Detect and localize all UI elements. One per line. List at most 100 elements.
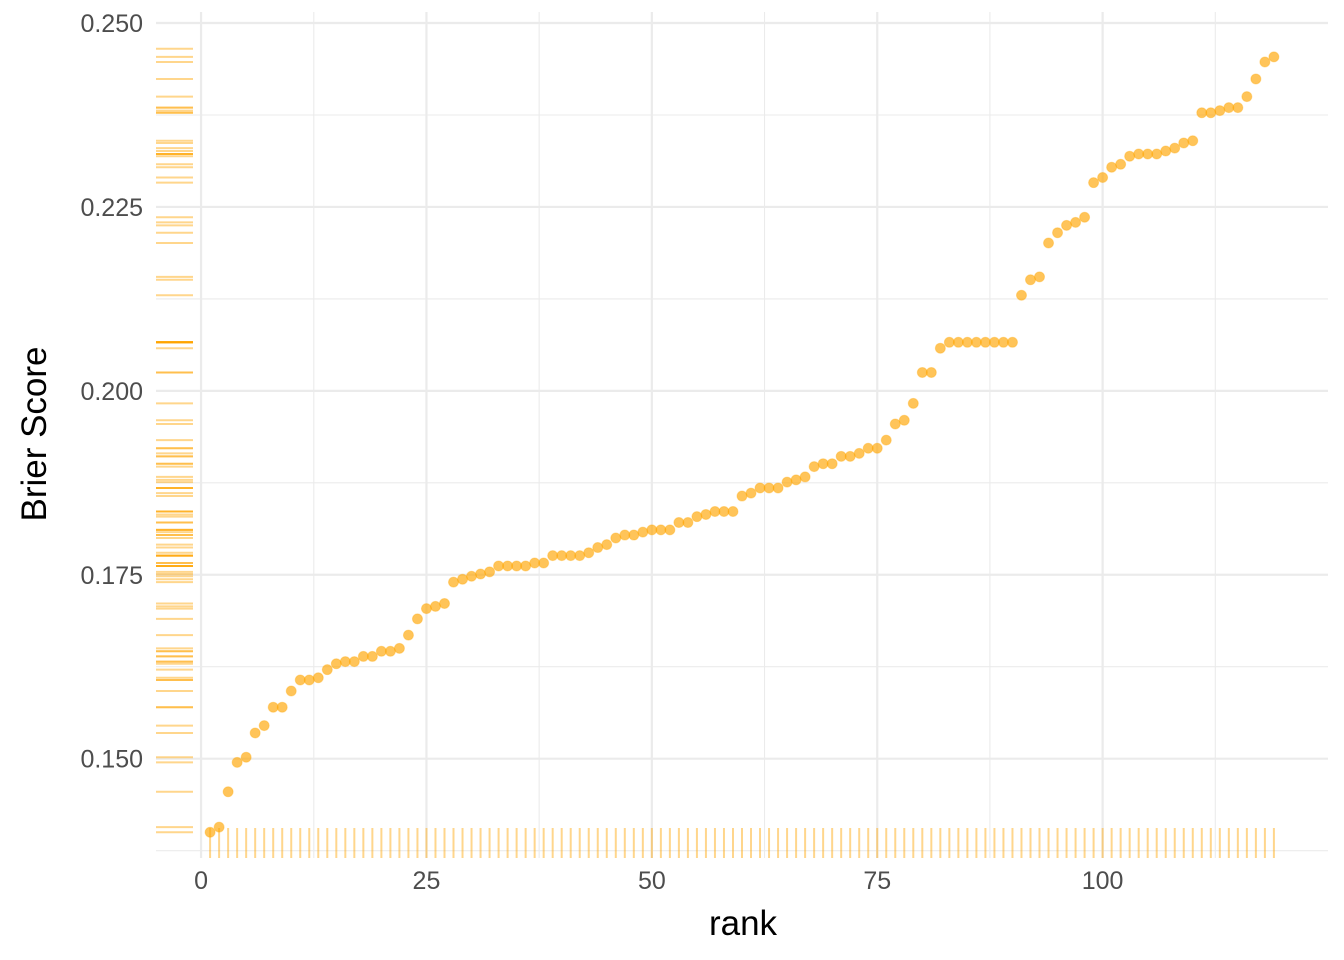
data-point <box>700 508 712 520</box>
data-point <box>1151 148 1163 160</box>
data-point <box>231 756 243 768</box>
data-point <box>835 450 847 462</box>
y-tick-label: 0.150 <box>80 746 143 774</box>
data-point <box>844 450 856 462</box>
data-point <box>1052 227 1064 239</box>
data-point <box>907 397 919 409</box>
data-point <box>1205 107 1217 119</box>
x-tick-label: 75 <box>863 867 891 895</box>
data-point <box>1160 145 1172 157</box>
data-point <box>709 506 721 518</box>
data-point <box>411 613 423 625</box>
data-point <box>583 547 595 559</box>
y-axis-title: Brier Score <box>15 346 54 521</box>
data-point <box>799 471 811 483</box>
data-point <box>1142 148 1154 160</box>
y-tick-label: 0.250 <box>80 10 143 38</box>
data-point <box>898 414 910 426</box>
data-point <box>438 597 450 609</box>
x-rug <box>209 828 1275 858</box>
data-point <box>556 550 568 562</box>
data-point <box>330 658 342 670</box>
data-point <box>1250 73 1262 85</box>
data-point <box>1187 135 1199 147</box>
data-point <box>547 550 559 562</box>
data-point <box>1015 289 1027 301</box>
data-point <box>1034 271 1046 283</box>
data-point <box>285 685 297 697</box>
data-point <box>520 560 532 572</box>
data-point <box>961 336 973 348</box>
data-point <box>366 650 378 662</box>
data-point <box>457 573 469 585</box>
data-point <box>1079 211 1091 223</box>
data-point <box>276 701 288 713</box>
data-point <box>826 458 838 470</box>
data-point <box>997 336 1009 348</box>
data-point <box>1133 148 1145 160</box>
y-tick-labels: 0.150 0.175 0.200 0.225 0.250 <box>80 10 143 774</box>
data-point <box>357 650 369 662</box>
data-point <box>1097 172 1109 184</box>
data-point <box>1070 216 1082 228</box>
data-point <box>1232 102 1244 114</box>
data-point <box>375 645 387 657</box>
data-point <box>321 664 333 676</box>
data-point <box>1259 56 1271 68</box>
major-gridlines <box>156 12 1328 858</box>
data-point <box>312 672 324 684</box>
y-rug <box>156 47 193 834</box>
data-point <box>484 566 496 578</box>
data-point <box>1214 105 1226 117</box>
data-point <box>754 482 766 494</box>
x-axis-title: rank <box>709 904 778 943</box>
data-point <box>853 447 865 459</box>
data-point <box>772 482 784 494</box>
x-tick-label: 0 <box>194 867 208 895</box>
data-point <box>565 550 577 562</box>
data-point <box>538 557 550 569</box>
data-point <box>655 524 667 536</box>
data-points <box>204 51 1280 838</box>
x-tick-label: 25 <box>413 867 441 895</box>
data-point <box>763 482 775 494</box>
data-point <box>862 442 874 454</box>
data-point <box>303 674 315 686</box>
data-point <box>1106 161 1118 173</box>
data-point <box>1196 107 1208 119</box>
data-point <box>970 336 982 348</box>
data-point <box>529 557 541 569</box>
data-point <box>294 674 306 686</box>
data-point <box>249 727 261 739</box>
data-point <box>348 656 360 668</box>
data-point <box>1006 336 1018 348</box>
data-point <box>222 786 234 798</box>
data-point <box>1178 137 1190 149</box>
data-point <box>691 511 703 523</box>
data-point <box>871 442 883 454</box>
data-point <box>213 821 225 833</box>
data-point <box>1223 102 1235 114</box>
data-point <box>511 560 523 572</box>
data-point <box>934 342 946 354</box>
data-point <box>988 336 1000 348</box>
data-point <box>646 524 658 536</box>
data-point <box>267 701 279 713</box>
data-point <box>402 629 414 641</box>
data-point <box>258 720 270 732</box>
data-point <box>727 506 739 518</box>
data-point <box>574 550 586 562</box>
x-tick-label: 100 <box>1082 867 1124 895</box>
data-point <box>466 570 478 582</box>
data-point <box>420 603 432 615</box>
data-point <box>475 568 487 580</box>
data-point <box>610 532 622 544</box>
data-point <box>1024 274 1036 286</box>
data-point <box>240 751 252 763</box>
data-point <box>736 490 748 502</box>
data-point <box>1268 51 1280 63</box>
data-point <box>916 366 928 378</box>
data-point <box>429 600 441 612</box>
data-point <box>781 476 793 488</box>
data-point <box>592 542 604 554</box>
